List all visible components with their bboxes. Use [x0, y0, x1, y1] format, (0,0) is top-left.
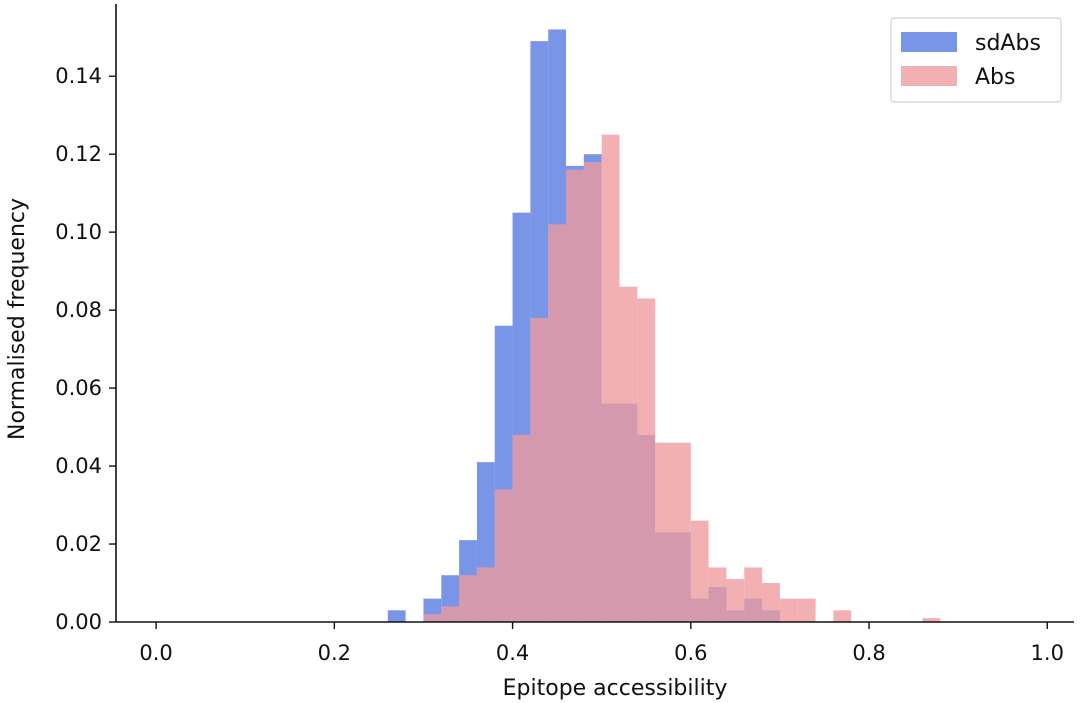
- x-tick-label: 0.4: [496, 641, 529, 665]
- legend: sdAbs Abs: [890, 17, 1062, 103]
- legend-swatch-sdAbs: [901, 32, 957, 52]
- x-tick-label: 0.6: [674, 641, 707, 665]
- bar-Abs-0.42: [530, 317, 549, 622]
- x-tick-label: 0.0: [139, 641, 172, 665]
- bar-Abs-0.62: [708, 567, 727, 622]
- bar-Abs-0.64: [726, 579, 745, 622]
- bar-sdAbs-0.26: [387, 610, 406, 622]
- y-tick-label: 0.08: [55, 298, 102, 322]
- y-axis-ticks: 0.00 0.02 0.04 0.06 0.08 0.10 0.12 0.14: [55, 64, 116, 634]
- x-axis-label: Epitope accessibility: [503, 676, 728, 701]
- bar-Abs-0.40: [512, 434, 531, 622]
- bar-Abs-0.30: [423, 614, 442, 622]
- bar-Abs-0.70: [779, 598, 798, 622]
- bar-Abs-0.50: [601, 134, 620, 622]
- bar-Abs-0.46: [566, 169, 584, 623]
- x-tick-label: 1.0: [1031, 641, 1064, 665]
- bar-Abs-0.86: [922, 618, 941, 622]
- bar-Abs-0.60: [690, 520, 709, 622]
- bar-Abs-0.54: [637, 298, 656, 622]
- bar-Abs-0.38: [494, 489, 513, 622]
- y-tick-label: 0.12: [55, 142, 102, 166]
- x-tick-label: 0.2: [318, 641, 351, 665]
- y-tick-label: 0.00: [55, 610, 102, 634]
- bar-Abs-0.52: [619, 286, 638, 622]
- y-tick-label: 0.02: [55, 532, 102, 556]
- y-tick-label: 0.14: [55, 64, 102, 88]
- y-axis-label: Normalised frequency: [5, 198, 30, 440]
- legend-label-Abs: Abs: [975, 65, 1015, 90]
- bar-Abs-0.68: [762, 583, 780, 622]
- bar-Abs-0.44: [548, 224, 567, 622]
- series-Abs-bars: [423, 134, 941, 623]
- legend-swatch-Abs: [901, 66, 957, 86]
- legend-label-sdAbs: sdAbs: [975, 31, 1041, 56]
- bar-Abs-0.34: [459, 575, 477, 622]
- y-tick-label: 0.06: [55, 376, 102, 400]
- bar-Abs-0.36: [476, 567, 495, 622]
- bar-Abs-0.66: [744, 567, 763, 622]
- bar-Abs-0.32: [441, 606, 460, 622]
- bar-Abs-0.72: [797, 598, 816, 622]
- bar-Abs-0.48: [583, 161, 602, 622]
- bar-Abs-0.76: [833, 610, 852, 622]
- bar-Abs-0.58: [672, 442, 691, 622]
- y-tick-label: 0.10: [55, 220, 102, 244]
- y-tick-label: 0.04: [55, 454, 102, 478]
- x-tick-label: 0.8: [852, 641, 885, 665]
- bar-Abs-0.56: [655, 442, 673, 622]
- x-axis-ticks: 0.0 0.2 0.4 0.6 0.8 1.0: [139, 622, 1064, 665]
